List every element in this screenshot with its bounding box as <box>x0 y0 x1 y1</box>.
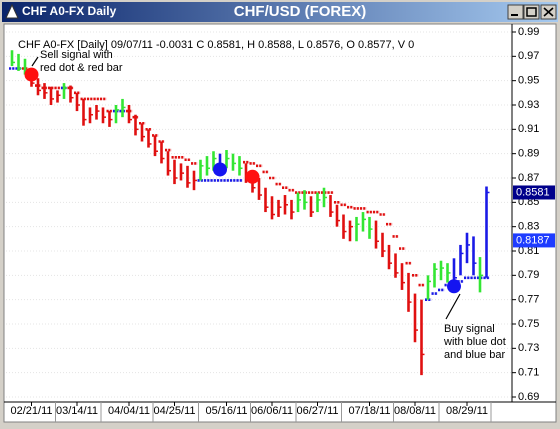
x-tick-label: 02/21/11 <box>10 405 52 417</box>
x-tick-label: 06/06/11 <box>251 405 293 417</box>
y-tick-label: 0.97 <box>518 50 539 62</box>
annotation-text: and blue bar <box>444 349 505 361</box>
x-tick-label: 05/16/11 <box>205 405 247 417</box>
y-tick-label: 0.77 <box>518 294 539 306</box>
window-title: CHF A0-FX Daily <box>22 4 117 18</box>
chart-title: CHF/USD (FOREX) <box>234 3 367 20</box>
y-tick-label: 0.91 <box>518 123 539 135</box>
y-tick-label: 0.75 <box>518 318 539 330</box>
buy-signal <box>213 162 227 177</box>
y-tick-label: 0.89 <box>518 148 539 160</box>
price-label: 0.8581 <box>516 186 550 198</box>
y-tick-label: 0.73 <box>518 342 539 354</box>
y-tick-label: 0.93 <box>518 99 539 111</box>
y-tick-label: 0.83 <box>518 221 539 233</box>
annotation-text: Buy signal <box>444 323 495 335</box>
x-tick-label: 07/18/11 <box>348 405 390 417</box>
sell-signal <box>245 169 260 184</box>
annotation-text: with blue dot <box>443 336 506 348</box>
annotation-arrow <box>31 56 39 67</box>
app-icon <box>5 3 19 19</box>
window-buttons[interactable] <box>507 4 557 20</box>
annotation-text: red dot & red bar <box>40 62 123 74</box>
buy-signal <box>447 279 461 294</box>
plot: 0.990.970.950.930.910.890.870.850.830.81… <box>6 26 555 422</box>
x-tick-label: 04/25/11 <box>153 405 195 417</box>
y-tick-label: 0.95 <box>518 75 539 87</box>
y-tick-label: 0.71 <box>518 367 539 379</box>
maximize-icon <box>526 7 537 17</box>
y-tick-label: 0.79 <box>518 269 539 281</box>
price-label-box <box>513 233 555 248</box>
minimize-button[interactable] <box>507 4 524 20</box>
x-tick-label: 08/29/11 <box>446 405 488 417</box>
price-label-box <box>513 185 555 200</box>
x-tick-label: 06/27/11 <box>296 405 338 417</box>
info-line: CHF A0-FX [Daily] 09/07/11 -0.0031 C 0.8… <box>18 39 414 51</box>
x-tick-label: 03/14/11 <box>56 405 98 417</box>
y-tick-label: 0.99 <box>518 26 539 38</box>
sell-signal <box>24 67 39 82</box>
y-tick-label: 0.87 <box>518 172 539 184</box>
close-icon <box>543 7 554 17</box>
annotation-text: Sell signal with <box>40 49 113 61</box>
chart-panel <box>3 23 557 423</box>
title-bar <box>2 2 558 22</box>
y-tick-label: 0.69 <box>518 391 539 403</box>
x-tick-label: 04/04/11 <box>108 405 150 417</box>
y-tick-label: 0.81 <box>518 245 539 257</box>
x-tick-label: 08/08/11 <box>394 405 436 417</box>
price-label: 0.8187 <box>516 234 550 246</box>
annotation-arrow <box>445 293 461 320</box>
